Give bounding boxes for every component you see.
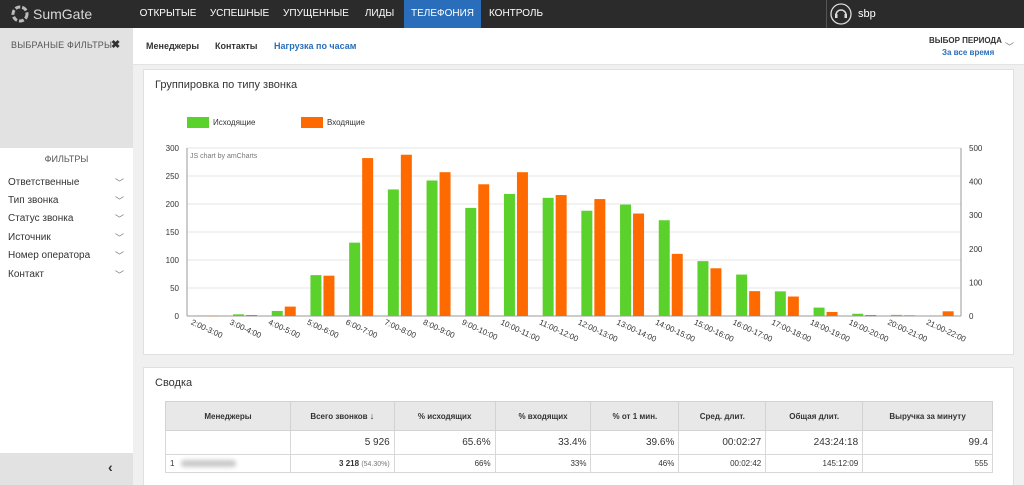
row-number: 1 (170, 459, 175, 468)
col-revenue-per-min[interactable]: Выручка за минуту (862, 401, 993, 431)
nav-successful[interactable]: УСПЕШНЫЕ (209, 8, 270, 19)
col-total-calls[interactable]: Всего звонков ↓ (289, 401, 395, 431)
chevron-down-icon: ﹀ (114, 270, 124, 280)
summary-table: Менеджеры Всего звонков ↓ % исходящих % … (165, 401, 993, 473)
filter-label: Номер оператора (8, 250, 91, 261)
total-cell: 5 926 (289, 430, 395, 455)
period-select[interactable]: За все время (942, 48, 995, 57)
over-1min-cell: 46% (590, 454, 680, 473)
col-managers[interactable]: Менеджеры (165, 401, 291, 431)
revenue-cell: 555 (862, 454, 993, 473)
logo-text: SumGate (33, 6, 93, 22)
chevron-down-icon: ﹀ (114, 196, 124, 206)
chevron-down-icon: ﹀ (114, 251, 124, 261)
tab-managers[interactable]: Менеджеры (146, 41, 200, 51)
nav-divider (826, 0, 827, 28)
nav-leads[interactable]: ЛИДЫ (364, 8, 395, 19)
filters-title: ФИЛЬТРЫ (44, 154, 89, 164)
nav-telephony[interactable]: ТЕЛЕФОНИЯ (404, 0, 481, 28)
total-cell (165, 430, 291, 455)
filter-label: Источник (8, 232, 51, 243)
nav-lost[interactable]: УПУЩЕННЫЕ (283, 8, 349, 19)
tab-hourly-load[interactable]: Нагрузка по часам (274, 41, 357, 51)
username: sbp (858, 8, 876, 20)
total-cell: 33.4% (494, 430, 592, 455)
selected-filters-panel: ВЫБРАНЫЕ ФИЛЬТРЫ ✖ (0, 28, 133, 148)
calls-value: 3 218 (339, 459, 360, 468)
nav-open[interactable]: ОТКРЫТЫЕ (139, 8, 197, 19)
totals-row: 5 926 65.6% 33.4% 39.6% 00:02:27 243:24:… (165, 430, 993, 455)
chevron-down-icon: ﹀ (114, 214, 124, 224)
nav-control[interactable]: КОНТРОЛЬ (488, 8, 544, 19)
total-duration-cell: 145:12:09 (765, 454, 864, 473)
total-cell: 39.6% (590, 430, 680, 455)
summary-title: Сводка (155, 377, 193, 389)
col-over-1min-pct[interactable]: % от 1 мин. (590, 401, 680, 431)
tab-contacts[interactable]: Контакты (215, 41, 258, 51)
col-total-duration[interactable]: Общая длит. (765, 401, 864, 431)
col-avg-duration[interactable]: Сред. длит. (678, 401, 767, 431)
table-header-row: Менеджеры Всего звонков ↓ % исходящих % … (165, 401, 993, 431)
filter-label: Статус звонка (8, 213, 74, 224)
filter-call-status[interactable]: Статус звонка ﹀ (8, 211, 124, 227)
headset-icon (830, 3, 852, 25)
incoming-cell: 33% (494, 454, 592, 473)
filter-label: Контакт (8, 269, 45, 280)
calls-cell: 3 218 (54.30%) (289, 454, 395, 473)
table-row[interactable]: 1 3 218 (54.30%) 66% 33% 46% 00:02:42 14… (165, 454, 993, 473)
period-label: ВЫБОР ПЕРИОДА (929, 36, 1002, 45)
filter-label: Ответственные (8, 177, 80, 188)
top-navbar: SumGate ОТКРЫТЫЕ УСПЕШНЫЕ УПУЩЕННЫЕ ЛИДЫ… (0, 0, 1024, 28)
col-outgoing-pct[interactable]: % исходящих (393, 401, 496, 431)
close-icon[interactable]: ✖ (111, 39, 121, 51)
filter-operator-number[interactable]: Номер оператора ﹀ (8, 248, 124, 264)
collapse-sidebar-icon[interactable]: ‹ (108, 459, 113, 475)
outgoing-cell: 66% (393, 454, 496, 473)
sub-navbar: Менеджеры Контакты Нагрузка по часам (133, 28, 1024, 65)
filter-source[interactable]: Источник ﹀ (8, 230, 124, 246)
manager-cell: 1 (165, 454, 291, 473)
filter-contact[interactable]: Контакт ﹀ (8, 267, 124, 283)
blurred-manager-name (181, 460, 237, 468)
chevron-down-icon: ﹀ (114, 233, 124, 243)
col-incoming-pct[interactable]: % входящих (494, 401, 592, 431)
chart-panel: Группировка по типу звонка (143, 69, 1014, 355)
chevron-down-icon: ﹀ (114, 178, 124, 188)
filter-call-type[interactable]: Тип звонка ﹀ (8, 193, 124, 209)
calls-percent: (54.30%) (361, 461, 390, 468)
selected-filters-title: ВЫБРАНЫЕ ФИЛЬТРЫ (11, 40, 113, 50)
total-cell: 00:02:27 (678, 430, 767, 455)
avg-duration-cell: 00:02:42 (678, 454, 767, 473)
logo[interactable]: SumGate (11, 5, 92, 23)
sort-down-icon: ↓ (369, 411, 375, 421)
chart-panel-title: Группировка по типу звонка (155, 79, 298, 91)
total-cell: 99.4 (862, 430, 993, 455)
logo-icon (11, 5, 29, 23)
filter-label: Тип звонка (8, 195, 59, 206)
col-total-calls-label: Всего звонков (310, 412, 368, 421)
chevron-down-icon[interactable]: ﹀ (1005, 42, 1015, 52)
total-cell: 65.6% (393, 430, 496, 455)
total-cell: 243:24:18 (765, 430, 864, 455)
sidebar-footer: ‹ (0, 453, 133, 485)
sidebar: ВЫБРАНЫЕ ФИЛЬТРЫ ✖ ФИЛЬТРЫ Ответственные… (0, 28, 133, 485)
filter-responsible[interactable]: Ответственные ﹀ (8, 175, 124, 191)
user-menu[interactable]: sbp (830, 2, 876, 26)
